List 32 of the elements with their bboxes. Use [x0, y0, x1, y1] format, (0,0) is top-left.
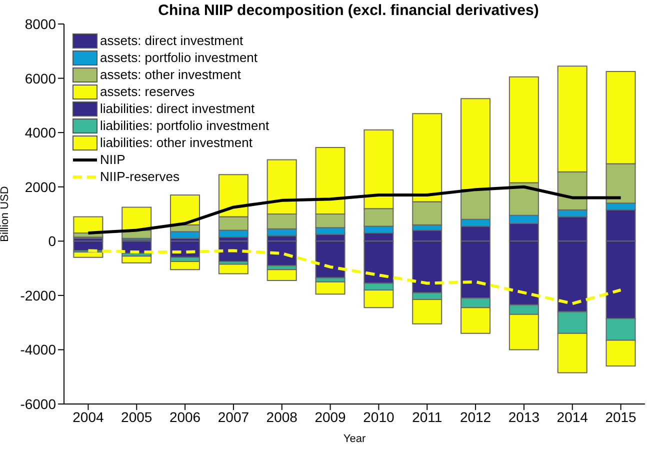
- y-tick-label: 6000: [24, 70, 56, 86]
- x-axis-title: Year: [343, 433, 366, 445]
- x-tick-label: 2014: [556, 408, 588, 425]
- y-tick-label: 4000: [24, 124, 56, 141]
- legend-label: assets: portfolio investment: [100, 49, 258, 66]
- x-tick-label: 2006: [169, 408, 201, 425]
- x-tick-label: 2009: [314, 408, 346, 425]
- legend-label: assets: direct investment: [100, 32, 244, 49]
- y-tick-label: 0: [48, 233, 56, 250]
- y-tick-label: 8000: [24, 16, 56, 32]
- y-tick-label: 2000: [24, 178, 56, 195]
- y-tick-label: -6000: [20, 396, 56, 412]
- x-tick-label: 2013: [508, 408, 540, 425]
- legend-label: liabilities: other investment: [100, 134, 252, 151]
- x-tick-label: 2007: [218, 408, 250, 425]
- legend-label: assets: other investment: [100, 66, 241, 83]
- y-tick-label: -4000: [20, 342, 56, 358]
- y-axis-title: Billion USD: [0, 186, 11, 242]
- x-tick-label: 2012: [460, 408, 492, 425]
- x-tick-label: 2005: [121, 408, 152, 425]
- chart-title: China NIIP decomposition (excl. financial derivatives): [158, 2, 539, 19]
- x-tick-label: 2011: [412, 408, 442, 425]
- y-tick-label: -2000: [20, 287, 56, 304]
- legend-label: NIIP: [100, 151, 126, 168]
- x-tick-label: 2004: [72, 408, 104, 425]
- x-tick-label: 2010: [363, 408, 394, 425]
- legend-label: liabilities: direct investment: [100, 100, 255, 117]
- x-tick-label: 2015: [605, 408, 637, 425]
- legend-label: NIIP-reserves: [100, 168, 180, 185]
- x-tick-label: 2008: [266, 408, 298, 425]
- legend-label: assets: reserves: [100, 83, 195, 100]
- legend-label: liabilities: portfolio investment: [100, 117, 270, 134]
